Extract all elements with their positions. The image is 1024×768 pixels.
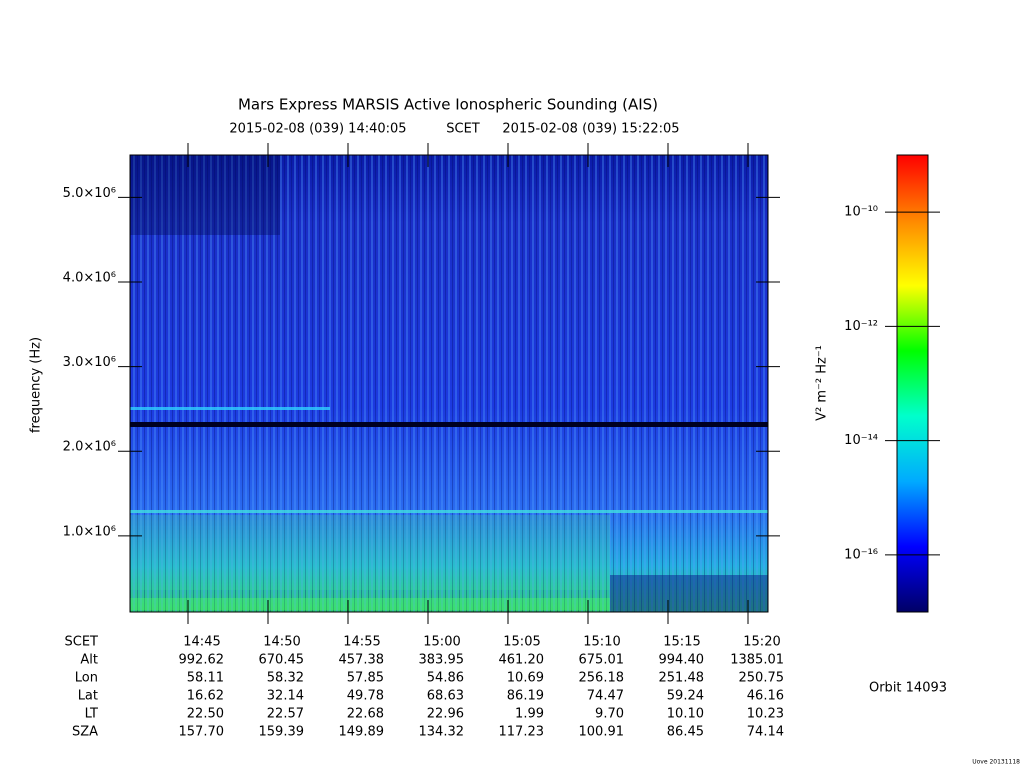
table-cell: 1385.01: [730, 653, 784, 668]
table-cell: 22.57: [267, 707, 304, 722]
table-cell: 32.14: [267, 689, 304, 704]
table-cell: 994.40: [659, 653, 705, 668]
colorbar-tick-label: 10⁻¹⁰: [844, 205, 878, 220]
x-tick-label: 14:50: [263, 635, 300, 650]
footer: Uove 20131118: [972, 759, 1020, 766]
y-axis-label: frequency (Hz): [29, 337, 44, 433]
spectrogram-region: [130, 515, 610, 590]
x-tick-label: 15:10: [583, 635, 620, 650]
y-tick-label: 5.0×10⁶: [63, 186, 116, 201]
table-cell: 49.78: [347, 689, 384, 704]
table-cell: 383.95: [419, 653, 465, 668]
table-cell: 157.70: [179, 725, 225, 740]
table-cell: 117.23: [499, 725, 545, 740]
table-row-label: Lon: [75, 671, 98, 686]
colorbar-tick-label: 10⁻¹²: [844, 319, 878, 334]
table-cell: 22.50: [187, 707, 224, 722]
table-cell: 1.99: [515, 707, 544, 722]
table-cell: 256.18: [579, 671, 625, 686]
x-tick-label: 14:45: [183, 635, 220, 650]
table-row-label: SZA: [72, 725, 98, 740]
colorbar-tick-label: 10⁻¹⁶: [844, 547, 878, 562]
colorbar: [896, 154, 929, 613]
table-row-label: LT: [85, 707, 98, 722]
table-cell: 10.10: [667, 707, 704, 722]
table-cell: 992.62: [179, 653, 225, 668]
spectrogram-band: [130, 422, 768, 427]
table-cell: 59.24: [667, 689, 704, 704]
table-cell: 74.14: [747, 725, 784, 740]
table-cell: 58.11: [187, 671, 224, 686]
y-tick-label: 1.0×10⁶: [63, 524, 116, 539]
x-tick-label: 14:55: [343, 635, 380, 650]
table-cell: 675.01: [579, 653, 625, 668]
table-header: SCET: [65, 635, 99, 650]
table-cell: 74.47: [587, 689, 624, 704]
orbit-label: Orbit 14093: [869, 681, 947, 696]
x-tick-label: 15:00: [423, 635, 460, 650]
x-tick-label: 15:15: [663, 635, 700, 650]
table-cell: 57.85: [347, 671, 384, 686]
table-row-label: Alt: [80, 653, 98, 668]
spectrogram-band: [130, 407, 330, 410]
spectrogram-texture: [130, 155, 768, 612]
y-tick-label: 4.0×10⁶: [63, 270, 116, 285]
x-tick-label: 15:05: [503, 635, 540, 650]
spectrogram-band: [130, 510, 768, 513]
start-time: 2015-02-08 (039) 14:40:05: [229, 122, 406, 137]
table-cell: 149.89: [339, 725, 385, 740]
table-cell: 22.68: [347, 707, 384, 722]
chart-title: Mars Express MARSIS Active Ionospheric S…: [238, 96, 658, 114]
table-cell: 86.45: [667, 725, 704, 740]
spectrogram-dark-region: [130, 155, 280, 235]
table-cell: 86.19: [507, 689, 544, 704]
table-cell: 10.23: [747, 707, 784, 722]
colorbar-tick-label: 10⁻¹⁴: [844, 433, 878, 448]
table-cell: 46.16: [747, 689, 784, 704]
table-row-label: Lat: [78, 689, 98, 704]
table-cell: 58.32: [267, 671, 304, 686]
table-cell: 250.75: [739, 671, 785, 686]
table-cell: 100.91: [579, 725, 625, 740]
table-cell: 251.48: [659, 671, 705, 686]
table-cell: 22.96: [427, 707, 464, 722]
spectrogram-region: [130, 598, 610, 610]
spectrogram-region: [610, 575, 768, 612]
table-cell: 16.62: [187, 689, 224, 704]
spectrogram: [130, 155, 768, 612]
table-cell: 134.32: [419, 725, 465, 740]
table-cell: 670.45: [259, 653, 305, 668]
table-cell: 68.63: [427, 689, 464, 704]
table-cell: 457.38: [339, 653, 385, 668]
colorbar-label: V² m⁻² Hz⁻¹: [815, 345, 830, 421]
time-label: SCET: [446, 122, 480, 137]
table-cell: 10.69: [507, 671, 544, 686]
table-cell: 461.20: [499, 653, 545, 668]
end-time: 2015-02-08 (039) 15:22:05: [502, 122, 679, 137]
plot-frame: [129, 154, 769, 613]
table-cell: 9.70: [595, 707, 624, 722]
table-cell: 159.39: [259, 725, 305, 740]
x-tick-label: 15:20: [743, 635, 780, 650]
y-tick-label: 3.0×10⁶: [63, 355, 116, 370]
y-tick-label: 2.0×10⁶: [63, 440, 116, 455]
table-cell: 54.86: [427, 671, 464, 686]
